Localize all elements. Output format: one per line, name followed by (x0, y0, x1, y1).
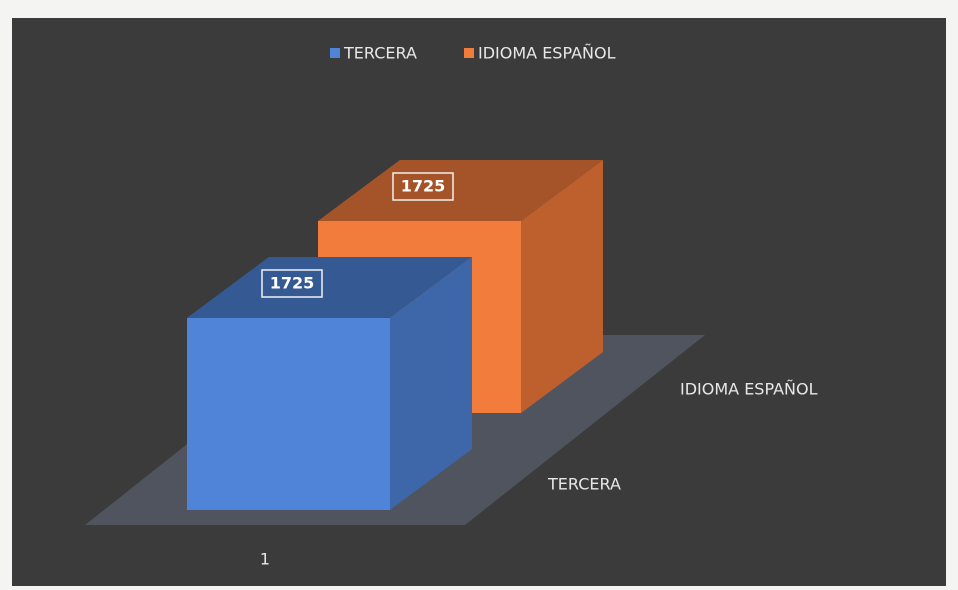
bar-top (318, 160, 603, 221)
bar-side (521, 160, 603, 413)
bar-top-shade (187, 257, 472, 318)
bar-side-shade (521, 160, 603, 413)
legend-swatch (464, 48, 474, 58)
data-label: 1725 (401, 177, 446, 196)
bar-top-shade (318, 160, 603, 221)
legend-swatch (330, 48, 340, 58)
bar-front (187, 318, 390, 510)
bar-side (390, 257, 472, 510)
data-label-box (261, 269, 323, 298)
legend-label: TERCERA (343, 44, 417, 63)
data-label-box (392, 172, 454, 201)
depth-tick-label: TERCERA (547, 475, 621, 494)
x-tick-label: 1 (260, 550, 270, 569)
legend-label: IDIOMA ESPAÑOL (478, 44, 616, 63)
bar-top (187, 257, 472, 318)
depth-tick-label: IDIOMA ESPAÑOL (680, 380, 818, 399)
bar-side-shade (390, 257, 472, 510)
data-label: 1725 (270, 274, 315, 293)
